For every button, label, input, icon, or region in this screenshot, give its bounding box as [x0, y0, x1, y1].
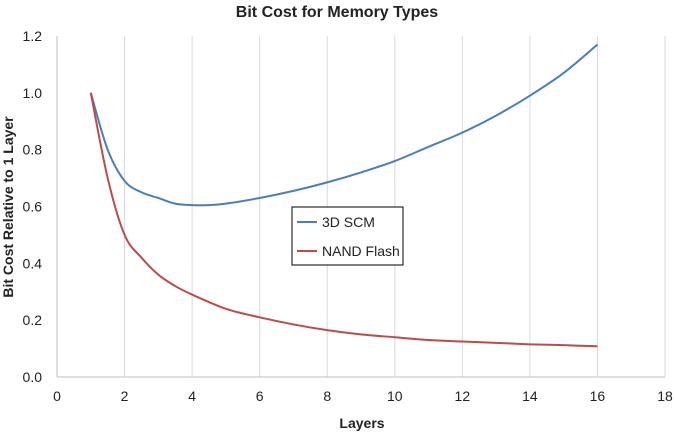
x-axis-title: Layers [339, 415, 384, 431]
gridlines [124, 36, 666, 377]
x-tick-label: 10 [387, 388, 403, 404]
legend-label-nand-flash: NAND Flash [322, 243, 400, 259]
tick-labels: 0 2 4 6 8 10 12 14 16 18 0.0 0.2 0.4 0.6 0.8 1.0 1.2 [23, 28, 673, 404]
x-tick-label: 6 [256, 388, 264, 404]
y-tick-label: 0.4 [23, 255, 43, 271]
y-tick-label: 1.2 [23, 28, 43, 44]
chart-title: Bit Cost for Memory Types [236, 4, 439, 21]
x-tick-label: 0 [53, 388, 61, 404]
y-tick-label: 0.6 [23, 199, 43, 215]
y-axis-title: Bit Cost Relative to 1 Layer [0, 116, 16, 298]
y-tick-label: 1.0 [23, 85, 43, 101]
x-tick-label: 14 [522, 388, 538, 404]
legend-label-3d-scm: 3D SCM [322, 214, 375, 230]
legend-box [291, 206, 404, 266]
x-tick-label: 2 [121, 388, 129, 404]
series-group [89, 43, 599, 348]
y-tick-label: 0.0 [23, 369, 43, 385]
x-tick-label: 12 [455, 388, 471, 404]
axes [56, 36, 665, 378]
y-tick-label: 0.8 [23, 142, 43, 158]
x-tick-label: 16 [590, 388, 606, 404]
y-tick-label: 0.2 [23, 312, 43, 328]
x-tick-label: 4 [188, 388, 196, 404]
legend: 3D SCM NAND Flash [291, 206, 404, 266]
series-line-nand-flash [89, 92, 598, 348]
series-line-3d-scm [89, 43, 599, 207]
x-tick-label: 8 [323, 388, 331, 404]
x-tick-label: 18 [657, 388, 673, 404]
